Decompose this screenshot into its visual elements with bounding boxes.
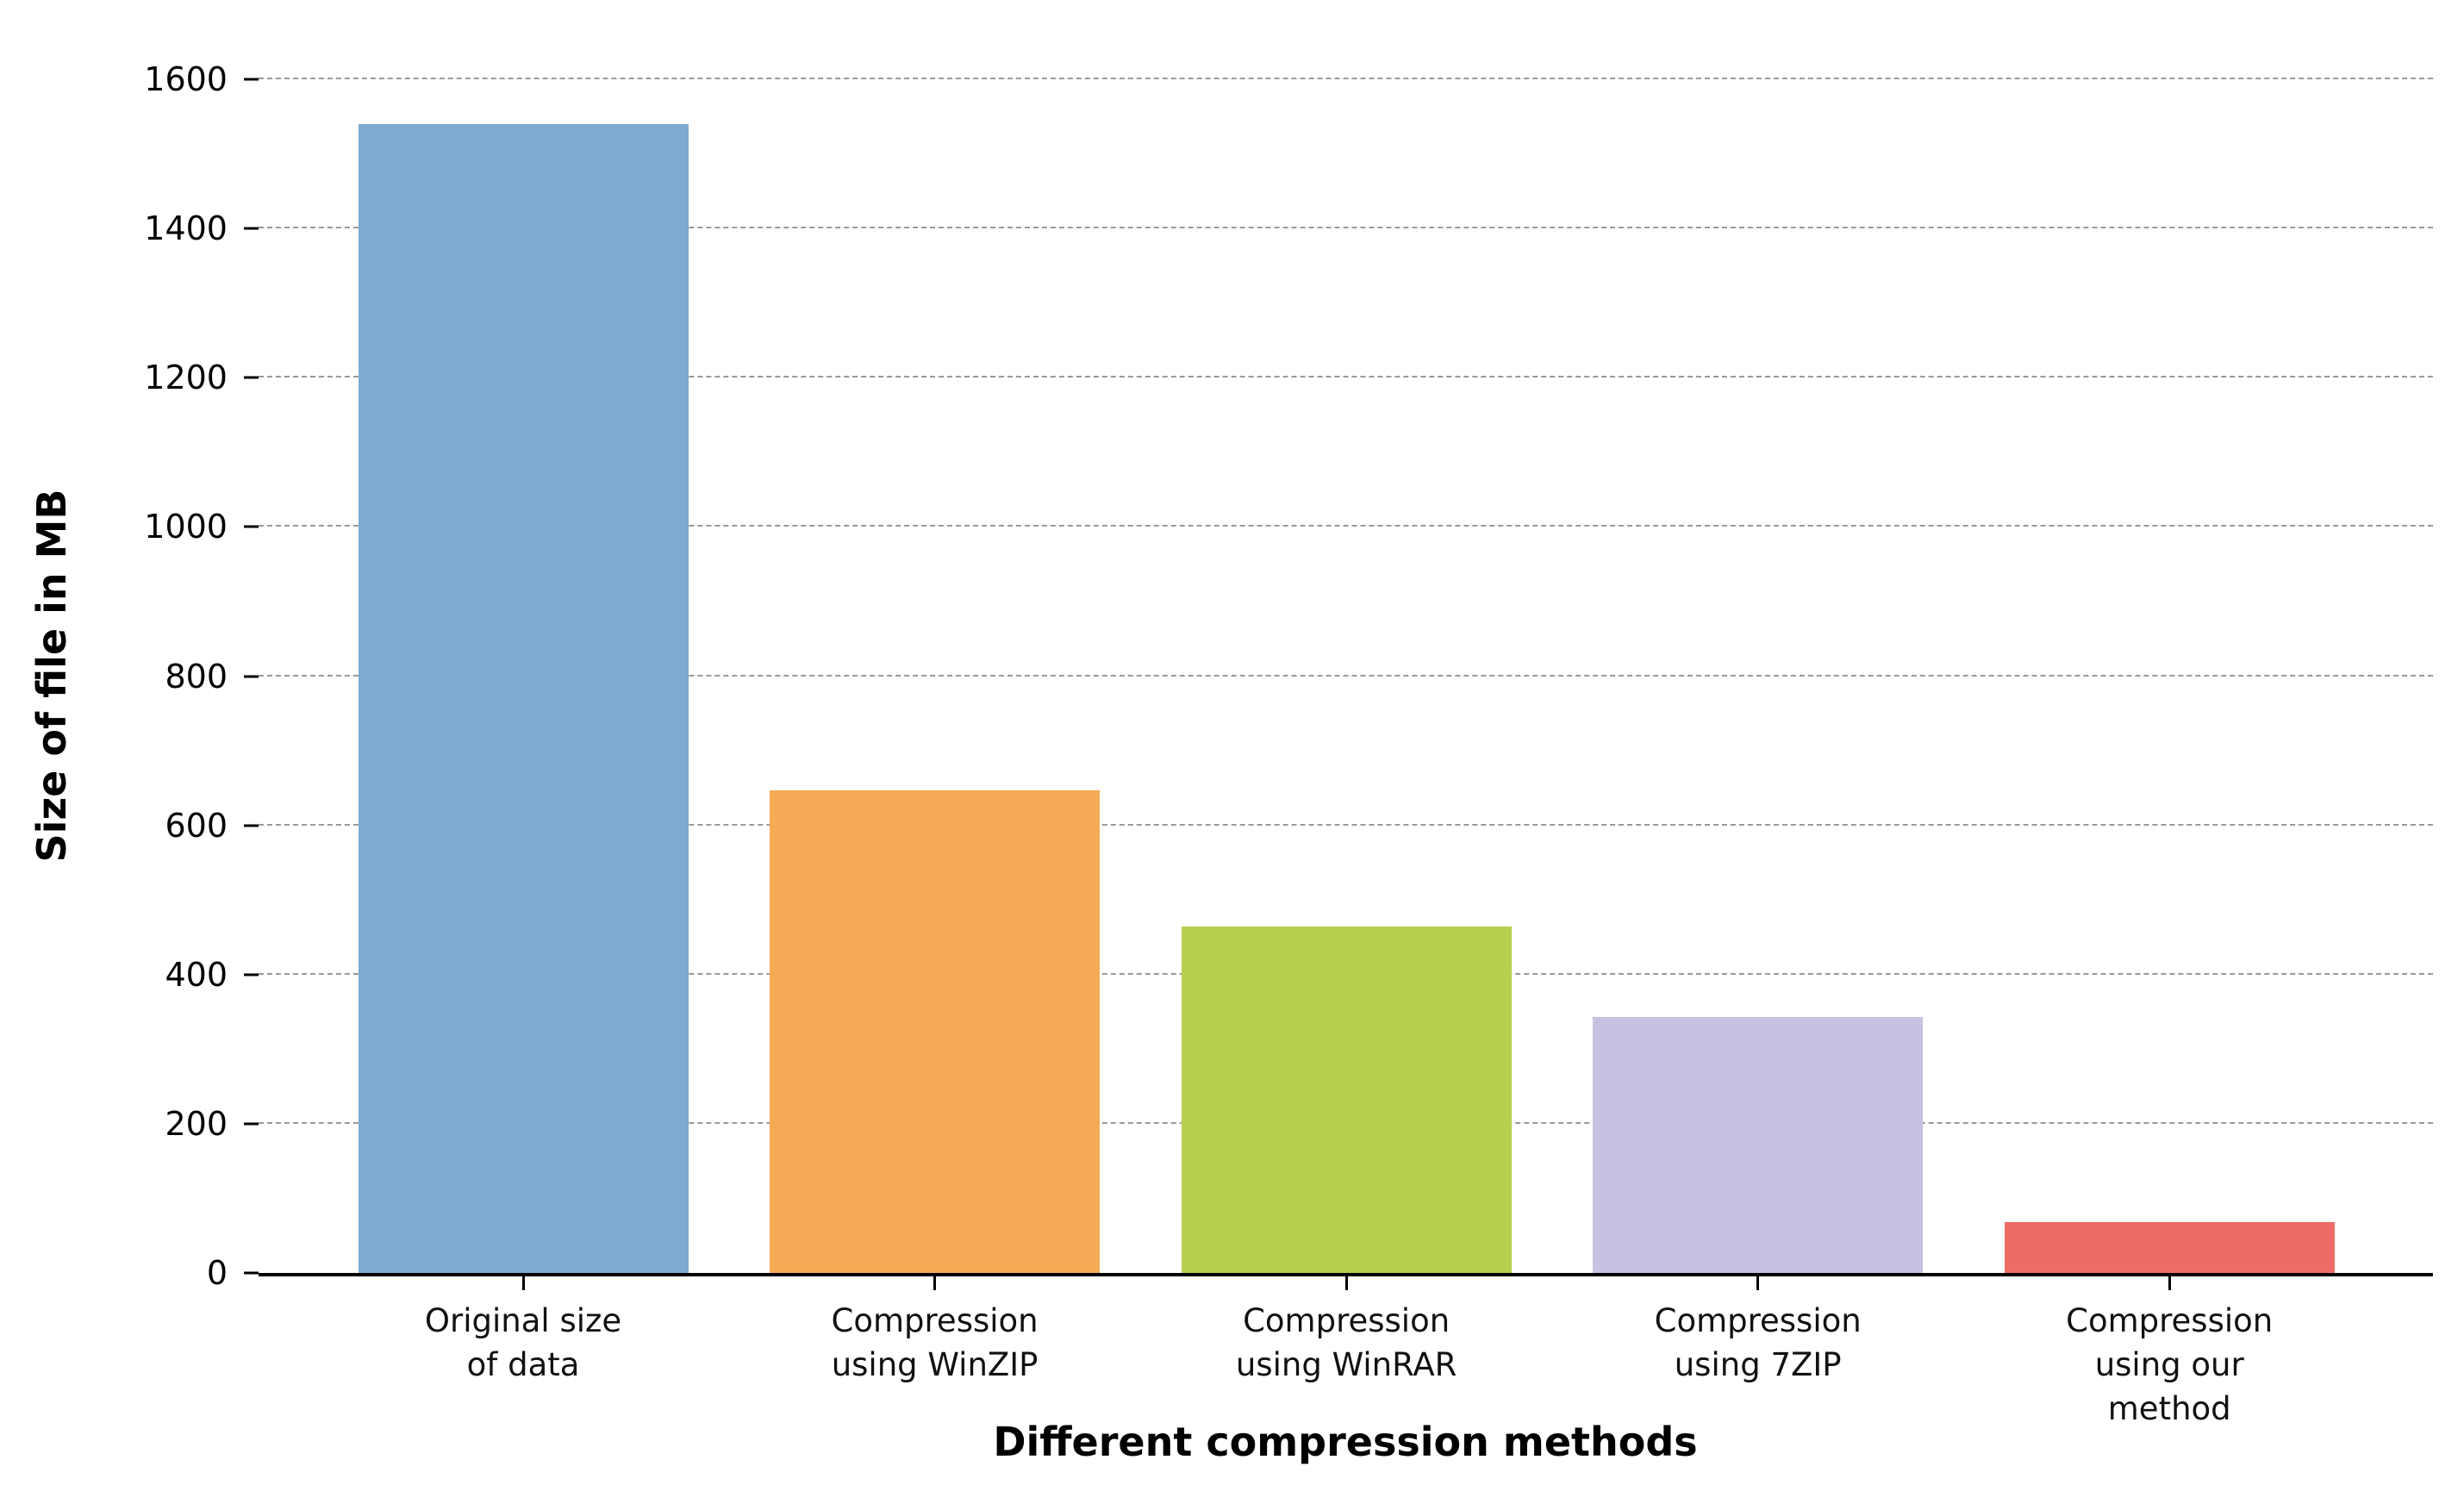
gridline-800 (259, 674, 2433, 677)
bar-compression-using-7zip (1593, 1017, 1924, 1273)
y-axis-title: Size of file in MB (28, 489, 75, 863)
y-tick-mark (244, 376, 259, 379)
category-label-compression-using-7zip: Compression using 7ZIP (1654, 1302, 1862, 1384)
x-axis-title: Different compression methods (993, 1419, 1698, 1465)
y-tick-mark (244, 525, 259, 528)
gridline-1400 (259, 227, 2433, 229)
bar-compression-using-our-method (2004, 1222, 2335, 1273)
x-tick-mark (1344, 1276, 1348, 1290)
bar-compression-using-winzip (770, 789, 1101, 1273)
x-tick-mark (521, 1276, 525, 1290)
y-tick-label: 800 (165, 657, 228, 696)
y-tick-mark (244, 78, 259, 81)
y-tick-label: 1400 (144, 209, 228, 248)
plot-area: 0 200 400 600 800 1000 1200 1400 1600 Original si… (144, 63, 2433, 1427)
y-tick-label: 1200 (144, 359, 228, 397)
y-tick-mark (244, 824, 259, 827)
category-label-compression-using-our-method: Compression using our method (2066, 1302, 2274, 1428)
y-tick-mark (244, 1271, 259, 1275)
x-tick-mark (933, 1276, 937, 1290)
y-tick-label: 400 (165, 955, 228, 994)
x-tick-mark (2168, 1276, 2171, 1290)
gridline-1200 (259, 376, 2433, 378)
y-tick-label: 1000 (144, 508, 228, 546)
y-tick-label: 0 (206, 1254, 228, 1292)
x-tick-mark (1756, 1276, 1760, 1290)
y-tick-label: 600 (165, 806, 228, 845)
y-tick-mark (244, 973, 259, 976)
category-label-original-size-of-data: Original size of data (424, 1302, 622, 1384)
gridline-600 (259, 823, 2433, 826)
bar-original-size-of-data (358, 123, 689, 1273)
y-tick-mark (244, 675, 259, 677)
y-tick-label: 200 (165, 1104, 228, 1143)
bar-compression-using-winrar (1181, 926, 1512, 1273)
y-tick-mark (244, 1122, 259, 1126)
gridline-1000 (259, 525, 2433, 527)
category-label-compression-using-winzip: Compression using WinZIP (831, 1302, 1039, 1384)
category-label-compression-using-winrar: Compression using WinRAR (1235, 1302, 1457, 1384)
y-tick-mark (244, 227, 259, 230)
gridline-1600 (259, 78, 2433, 79)
y-tick-label: 1600 (144, 60, 228, 98)
